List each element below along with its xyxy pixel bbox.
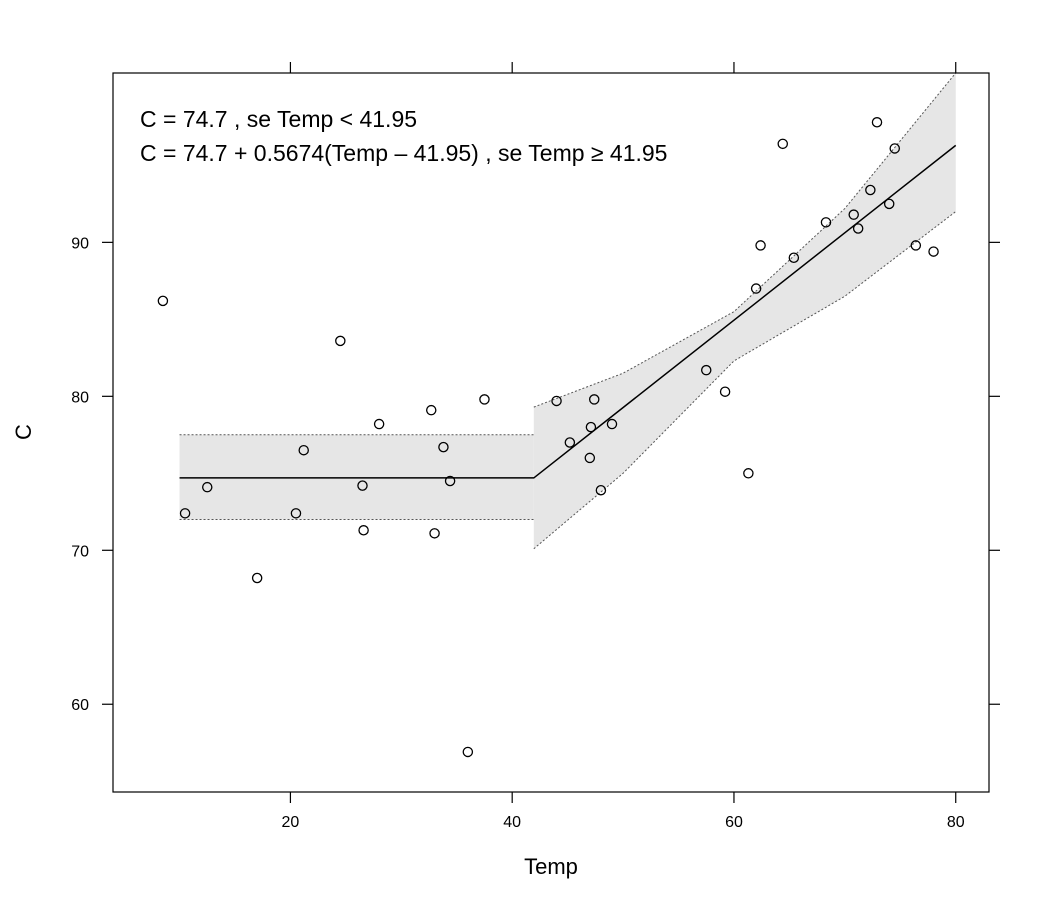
- data-point: [564, 437, 576, 448]
- data-point: [889, 143, 900, 154]
- data-point: [883, 198, 895, 210]
- data-point: [551, 395, 562, 407]
- data-point: [584, 452, 596, 464]
- data-point: [865, 184, 876, 196]
- axis-ticks-layer: 20 40 60 80 60 70 80 90: [71, 62, 1000, 831]
- y-tick-label: 60: [71, 697, 89, 714]
- data-point: [700, 364, 712, 376]
- data-point: [179, 508, 191, 519]
- fit-line: [179, 144, 957, 479]
- data-point: [719, 386, 731, 397]
- data-point: [928, 246, 939, 257]
- data-point: [788, 252, 800, 264]
- y-tick-label: 80: [71, 389, 89, 406]
- annotation-line-2: C = 74.7 + 0.5674(Temp – 41.95) , se Tem…: [140, 140, 667, 166]
- data-point: [585, 421, 597, 433]
- data-point: [157, 295, 169, 307]
- fit-line-layer: [179, 144, 957, 479]
- band-right-lower-line: [533, 211, 957, 550]
- x-tick-label: 80: [947, 814, 965, 831]
- plot-frame: [112, 72, 990, 793]
- data-point: [743, 468, 754, 479]
- data-point: [848, 209, 859, 220]
- y-tick-label: 90: [71, 235, 89, 252]
- data-point: [910, 240, 922, 251]
- data-point: [202, 481, 213, 493]
- data-point: [606, 418, 618, 430]
- x-tick-label: 60: [725, 814, 743, 831]
- data-point: [335, 335, 346, 347]
- data-point: [373, 418, 385, 430]
- data-point: [595, 484, 607, 496]
- band-right-upper-line: [533, 72, 957, 408]
- x-axis-title: Temp: [524, 854, 578, 879]
- data-point: [429, 528, 440, 539]
- data-point: [479, 394, 490, 405]
- y-tick-label: 70: [71, 543, 89, 560]
- data-point: [290, 508, 302, 519]
- x-tick-label: 20: [282, 814, 300, 831]
- data-points-layer: [157, 117, 939, 758]
- annotation-line-1: C = 74.7 , se Temp < 41.95: [140, 106, 417, 132]
- data-point: [820, 217, 832, 228]
- band-left-fill: [179, 434, 534, 520]
- data-point: [852, 223, 864, 234]
- data-point: [755, 240, 766, 251]
- data-point: [588, 394, 600, 405]
- data-point: [777, 138, 789, 150]
- data-point: [462, 746, 474, 758]
- data-point: [444, 475, 456, 487]
- y-axis-title: C: [11, 424, 36, 440]
- data-point: [425, 404, 437, 416]
- x-tick-label: 40: [503, 814, 521, 831]
- data-point: [251, 572, 263, 584]
- data-point: [438, 441, 449, 453]
- data-point: [750, 283, 762, 294]
- data-point: [298, 444, 309, 456]
- data-point: [871, 117, 883, 128]
- data-point: [358, 525, 369, 536]
- data-point: [357, 480, 368, 491]
